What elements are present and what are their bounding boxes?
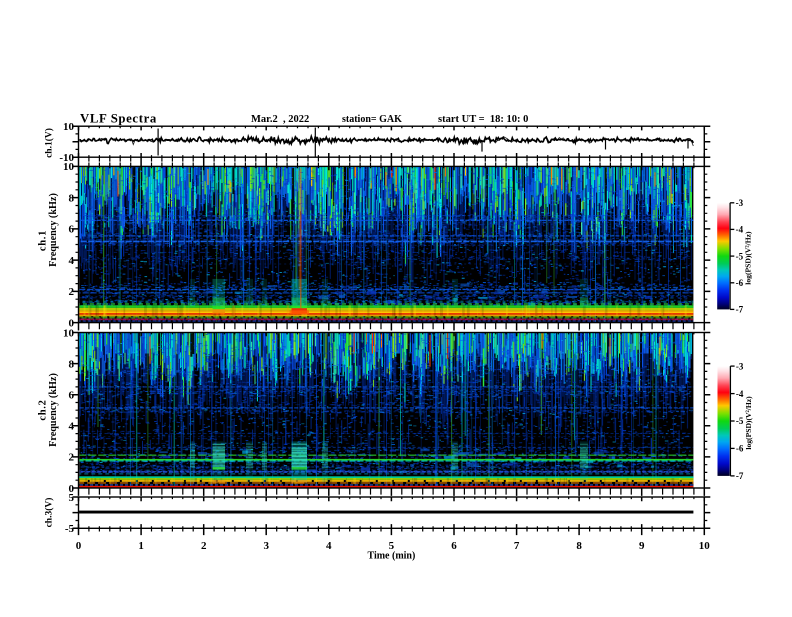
svg-text:VLF Spectra: VLF Spectra [80, 112, 157, 126]
svg-text:-5: -5 [736, 251, 744, 261]
svg-text:-6: -6 [736, 444, 744, 454]
svg-text:10: 10 [63, 327, 75, 339]
svg-text:0: 0 [76, 540, 82, 552]
svg-text:5: 5 [389, 540, 395, 552]
svg-text:-3: -3 [736, 198, 744, 208]
svg-text:0: 0 [69, 317, 75, 329]
svg-text:2: 2 [201, 540, 207, 552]
svg-text:-5: -5 [736, 416, 744, 426]
svg-text:log(PSD)(V²/Hz): log(PSD)(V²/Hz) [744, 231, 753, 285]
svg-text:-10: -10 [59, 152, 74, 164]
svg-text:8: 8 [69, 192, 75, 204]
svg-text:10: 10 [63, 161, 75, 173]
svg-text:Frequency (kHz): Frequency (kHz) [48, 193, 59, 267]
svg-text:-6: -6 [736, 278, 744, 288]
svg-text:2: 2 [69, 452, 75, 464]
svg-text:6: 6 [69, 224, 75, 236]
svg-text:4: 4 [326, 540, 332, 552]
svg-text:start UT = 18: 10: 0: start UT = 18: 10: 0 [438, 114, 528, 125]
svg-text:log(PSD)(V²/Hz): log(PSD)(V²/Hz) [744, 396, 753, 450]
svg-text:0: 0 [69, 483, 75, 495]
svg-text:ch.2: ch.2 [38, 399, 49, 420]
svg-text:1: 1 [138, 540, 144, 552]
svg-text:ch.3(V): ch.3(V) [44, 498, 55, 528]
svg-text:-7: -7 [736, 305, 744, 315]
svg-text:8: 8 [69, 358, 75, 370]
svg-text:Mar.2 , 2022: Mar.2 , 2022 [251, 114, 309, 125]
svg-text:10: 10 [63, 121, 75, 133]
svg-text:Frequency (kHz): Frequency (kHz) [48, 373, 59, 447]
svg-text:-4: -4 [736, 389, 744, 399]
svg-text:6: 6 [69, 390, 75, 402]
svg-text:5: 5 [69, 492, 75, 504]
svg-text:4: 4 [69, 255, 75, 267]
svg-text:ch.1(V): ch.1(V) [44, 128, 55, 158]
svg-text:3: 3 [263, 540, 269, 552]
svg-text:4: 4 [69, 421, 75, 433]
svg-text:Time (min): Time (min) [367, 550, 415, 561]
svg-text:8: 8 [576, 540, 582, 552]
svg-text:6: 6 [451, 540, 457, 552]
svg-text:-3: -3 [736, 361, 744, 371]
svg-text:9: 9 [639, 540, 645, 552]
svg-text:-4: -4 [736, 225, 744, 235]
svg-text:-5: -5 [65, 523, 75, 535]
svg-text:station= GAK: station= GAK [342, 114, 402, 125]
svg-text:7: 7 [514, 540, 520, 552]
svg-text:-7: -7 [736, 471, 744, 481]
svg-text:2: 2 [69, 286, 75, 298]
svg-text:10: 10 [699, 540, 711, 552]
svg-text:ch.1: ch.1 [38, 230, 49, 251]
